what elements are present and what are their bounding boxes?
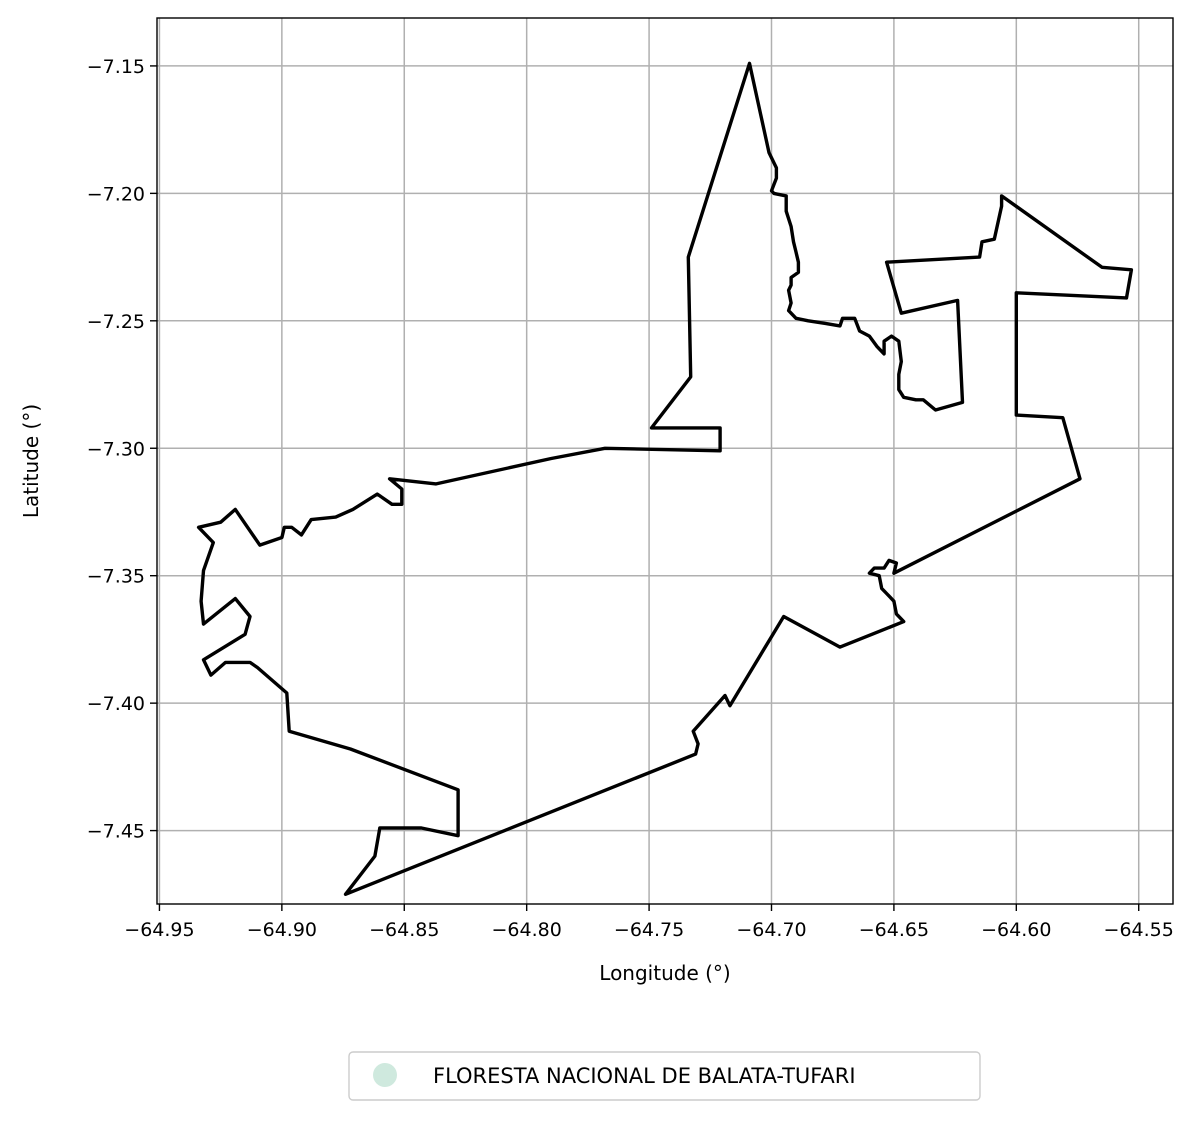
y-tick-label: −7.25 [87,311,145,333]
plot-frame [156,17,1174,905]
x-axis-label: Longitude (°) [599,961,730,985]
x-tick-label: −64.80 [492,919,562,941]
y-axis-label: Latitude (°) [19,404,43,518]
y-tick-label: −7.30 [87,438,145,460]
x-tick-label: −64.85 [369,919,439,941]
y-tick-label: −7.40 [87,693,145,715]
legend: FLORESTA NACIONAL DE BALATA-TUFARI [348,1051,981,1101]
legend-marker [373,1063,397,1087]
x-tick-label: −64.90 [247,919,317,941]
polygons [196,61,1134,896]
reserve-boundary [196,61,1134,896]
x-tick-label: −64.75 [614,919,684,941]
x-tick-label: −64.60 [981,919,1051,941]
y-tick-label: −7.35 [87,566,145,588]
y-tick-label: −7.45 [87,821,145,843]
y-axis-ticks: −7.15 −7.20 −7.25 −7.30 −7.35 −7.40 −7.45 [87,56,157,843]
x-tick-label: −64.55 [1104,919,1174,941]
y-tick-label: −7.20 [87,183,145,205]
x-axis-ticks: −64.95 −64.90 −64.85 −64.80 −64.75 −64.70 −64.… [124,904,1174,941]
x-tick-label: −64.70 [736,919,806,941]
legend-label: FLORESTA NACIONAL DE BALATA-TUFARI [433,1064,856,1088]
x-tick-label: −64.95 [124,919,194,941]
legend-box [348,1051,981,1101]
x-tick-label: −64.65 [859,919,929,941]
y-tick-label: −7.15 [87,56,145,78]
